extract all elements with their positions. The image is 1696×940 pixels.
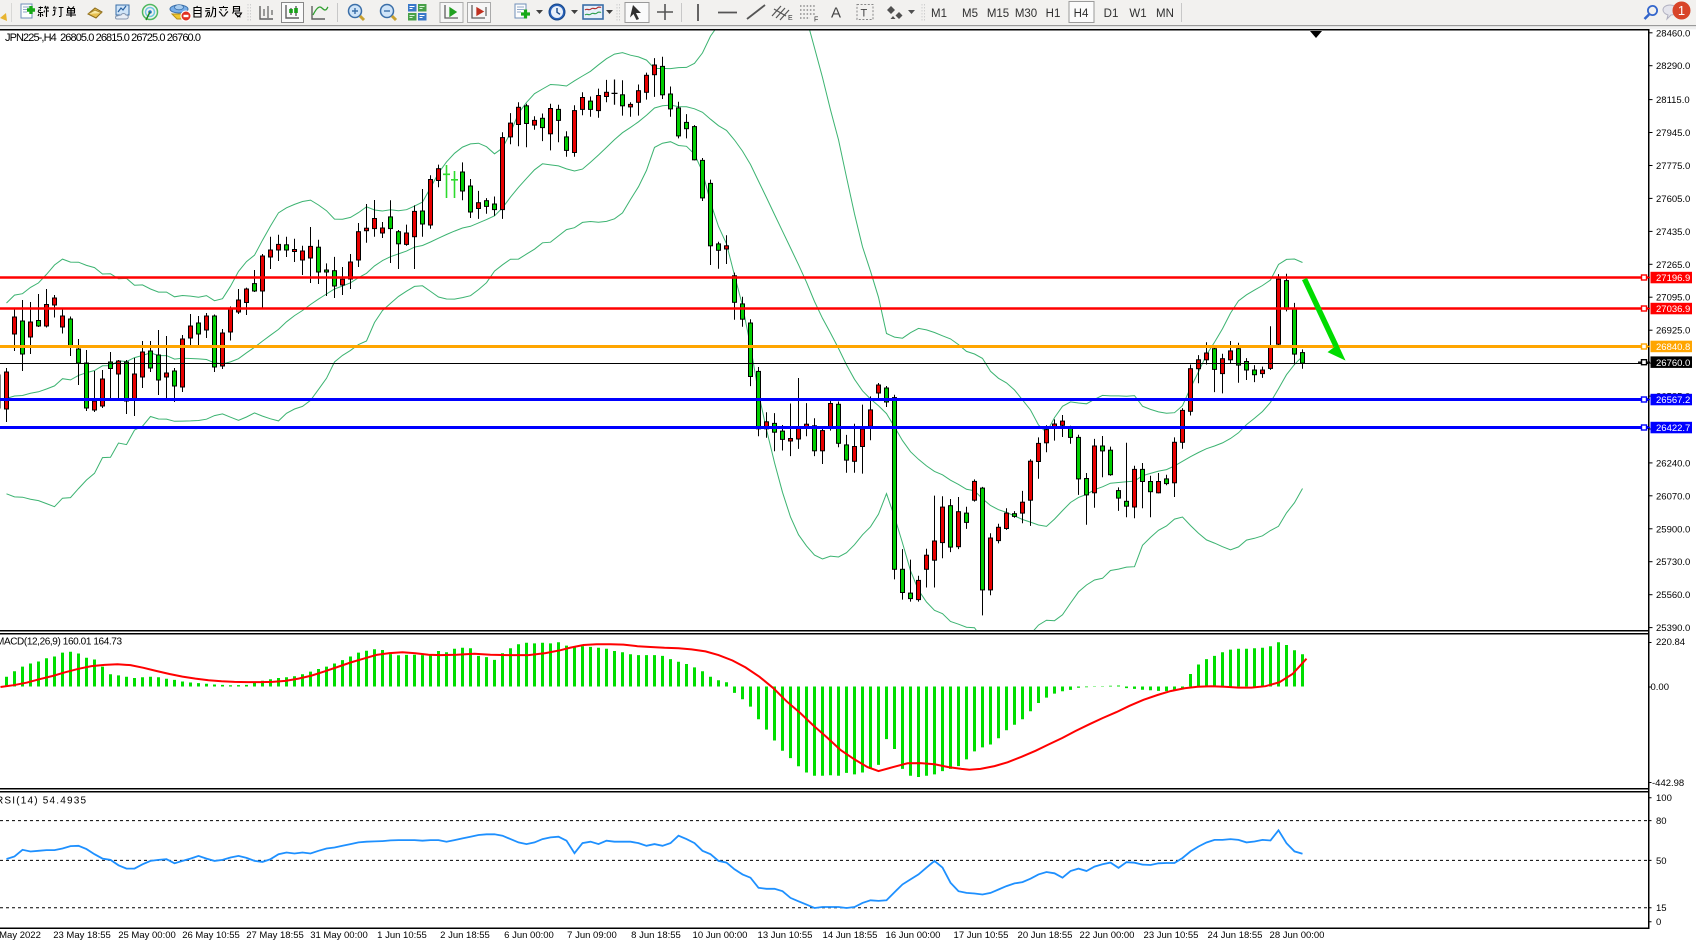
svg-text:26840.8: 26840.8: [1656, 342, 1690, 353]
svg-text:-442.98: -442.98: [1652, 778, 1684, 789]
svg-text:27945.0: 27945.0: [1656, 128, 1690, 139]
svg-text:F: F: [814, 17, 818, 24]
svg-text:27036.9: 27036.9: [1656, 304, 1690, 315]
svg-text:31 May 00:00: 31 May 00:00: [310, 930, 368, 940]
svg-text:27 May 18:55: 27 May 18:55: [246, 930, 304, 940]
svg-text:RSI(14) 54.4935: RSI(14) 54.4935: [0, 796, 86, 807]
svg-text:24 Jun 18:55: 24 Jun 18:55: [1208, 930, 1263, 940]
svg-text:10 Jun 00:00: 10 Jun 00:00: [693, 930, 748, 940]
svg-text:JPN225-,H4 26805.0 26815.0 26: JPN225-,H4 26805.0 26815.0 26725.0 26760…: [5, 32, 201, 44]
svg-text:25900.0: 25900.0: [1656, 524, 1690, 535]
svg-text:13 Jun 10:55: 13 Jun 10:55: [758, 930, 813, 940]
svg-text:M15: M15: [987, 8, 1009, 20]
svg-text:26240.0: 26240.0: [1656, 458, 1690, 469]
svg-text:1: 1: [1678, 3, 1685, 18]
svg-text:MACD(12,26,9) 160.01 164.73: MACD(12,26,9) 160.01 164.73: [0, 637, 122, 648]
svg-text:27265.0: 27265.0: [1656, 260, 1690, 271]
svg-text:14 Jun 18:55: 14 Jun 18:55: [823, 930, 878, 940]
svg-text:16 Jun 00:00: 16 Jun 00:00: [886, 930, 941, 940]
svg-text:W1: W1: [1129, 8, 1146, 20]
svg-text:H1: H1: [1046, 8, 1061, 20]
svg-text:8 Jun 18:55: 8 Jun 18:55: [631, 930, 681, 940]
svg-text:28115.0: 28115.0: [1656, 95, 1690, 106]
svg-text:20 Jun 18:55: 20 Jun 18:55: [1018, 930, 1073, 940]
svg-text:26 May 10:55: 26 May 10:55: [182, 930, 240, 940]
svg-text:25390.0: 25390.0: [1656, 623, 1690, 634]
svg-text:80: 80: [1656, 816, 1667, 827]
svg-text:27095.0: 27095.0: [1656, 293, 1690, 304]
svg-text:7 Jun 09:00: 7 Jun 09:00: [567, 930, 617, 940]
svg-text:17 Jun 10:55: 17 Jun 10:55: [954, 930, 1009, 940]
svg-text:23 Jun 10:55: 23 Jun 10:55: [1144, 930, 1199, 940]
svg-text:D1: D1: [1104, 8, 1119, 20]
svg-text:25560.0: 25560.0: [1656, 590, 1690, 601]
svg-text:28 Jun 00:00: 28 Jun 00:00: [1270, 930, 1325, 940]
svg-text:15: 15: [1656, 903, 1667, 914]
svg-text:28290.0: 28290.0: [1656, 61, 1690, 72]
svg-text:26567.2: 26567.2: [1656, 395, 1690, 406]
svg-text:M30: M30: [1015, 8, 1037, 20]
svg-text:May 2022: May 2022: [0, 930, 41, 940]
svg-text:M5: M5: [962, 8, 978, 20]
svg-text:MN: MN: [1156, 8, 1174, 20]
svg-text:27435.0: 27435.0: [1656, 227, 1690, 238]
svg-text:25730.0: 25730.0: [1656, 557, 1690, 568]
svg-text:28460.0: 28460.0: [1656, 28, 1690, 39]
svg-text:A: A: [831, 5, 841, 22]
svg-text:H4: H4: [1074, 8, 1089, 20]
svg-text:23 May 18:55: 23 May 18:55: [53, 930, 111, 940]
svg-text:26422.7: 26422.7: [1656, 423, 1690, 434]
svg-text:26925.0: 26925.0: [1656, 326, 1690, 337]
svg-text:220.84: 220.84: [1656, 637, 1685, 648]
svg-text:E: E: [788, 15, 793, 22]
svg-text:M1: M1: [931, 8, 947, 20]
svg-text:26070.0: 26070.0: [1656, 491, 1690, 502]
svg-text:26760.0: 26760.0: [1656, 358, 1690, 369]
svg-text:T: T: [861, 8, 868, 20]
svg-text:2 Jun 18:55: 2 Jun 18:55: [440, 930, 490, 940]
svg-text:6 Jun 00:00: 6 Jun 00:00: [504, 930, 554, 940]
svg-text:50: 50: [1656, 856, 1667, 867]
svg-text:27775.0: 27775.0: [1656, 161, 1690, 172]
svg-text:0: 0: [1656, 917, 1661, 928]
svg-text:100: 100: [1656, 793, 1672, 804]
svg-text:22 Jun 00:00: 22 Jun 00:00: [1080, 930, 1135, 940]
svg-text:1 Jun 10:55: 1 Jun 10:55: [377, 930, 427, 940]
svg-text:0.00: 0.00: [1651, 682, 1670, 693]
svg-text:27605.0: 27605.0: [1656, 194, 1690, 205]
svg-text:27196.9: 27196.9: [1656, 273, 1690, 284]
svg-text:25 May 00:00: 25 May 00:00: [118, 930, 176, 940]
